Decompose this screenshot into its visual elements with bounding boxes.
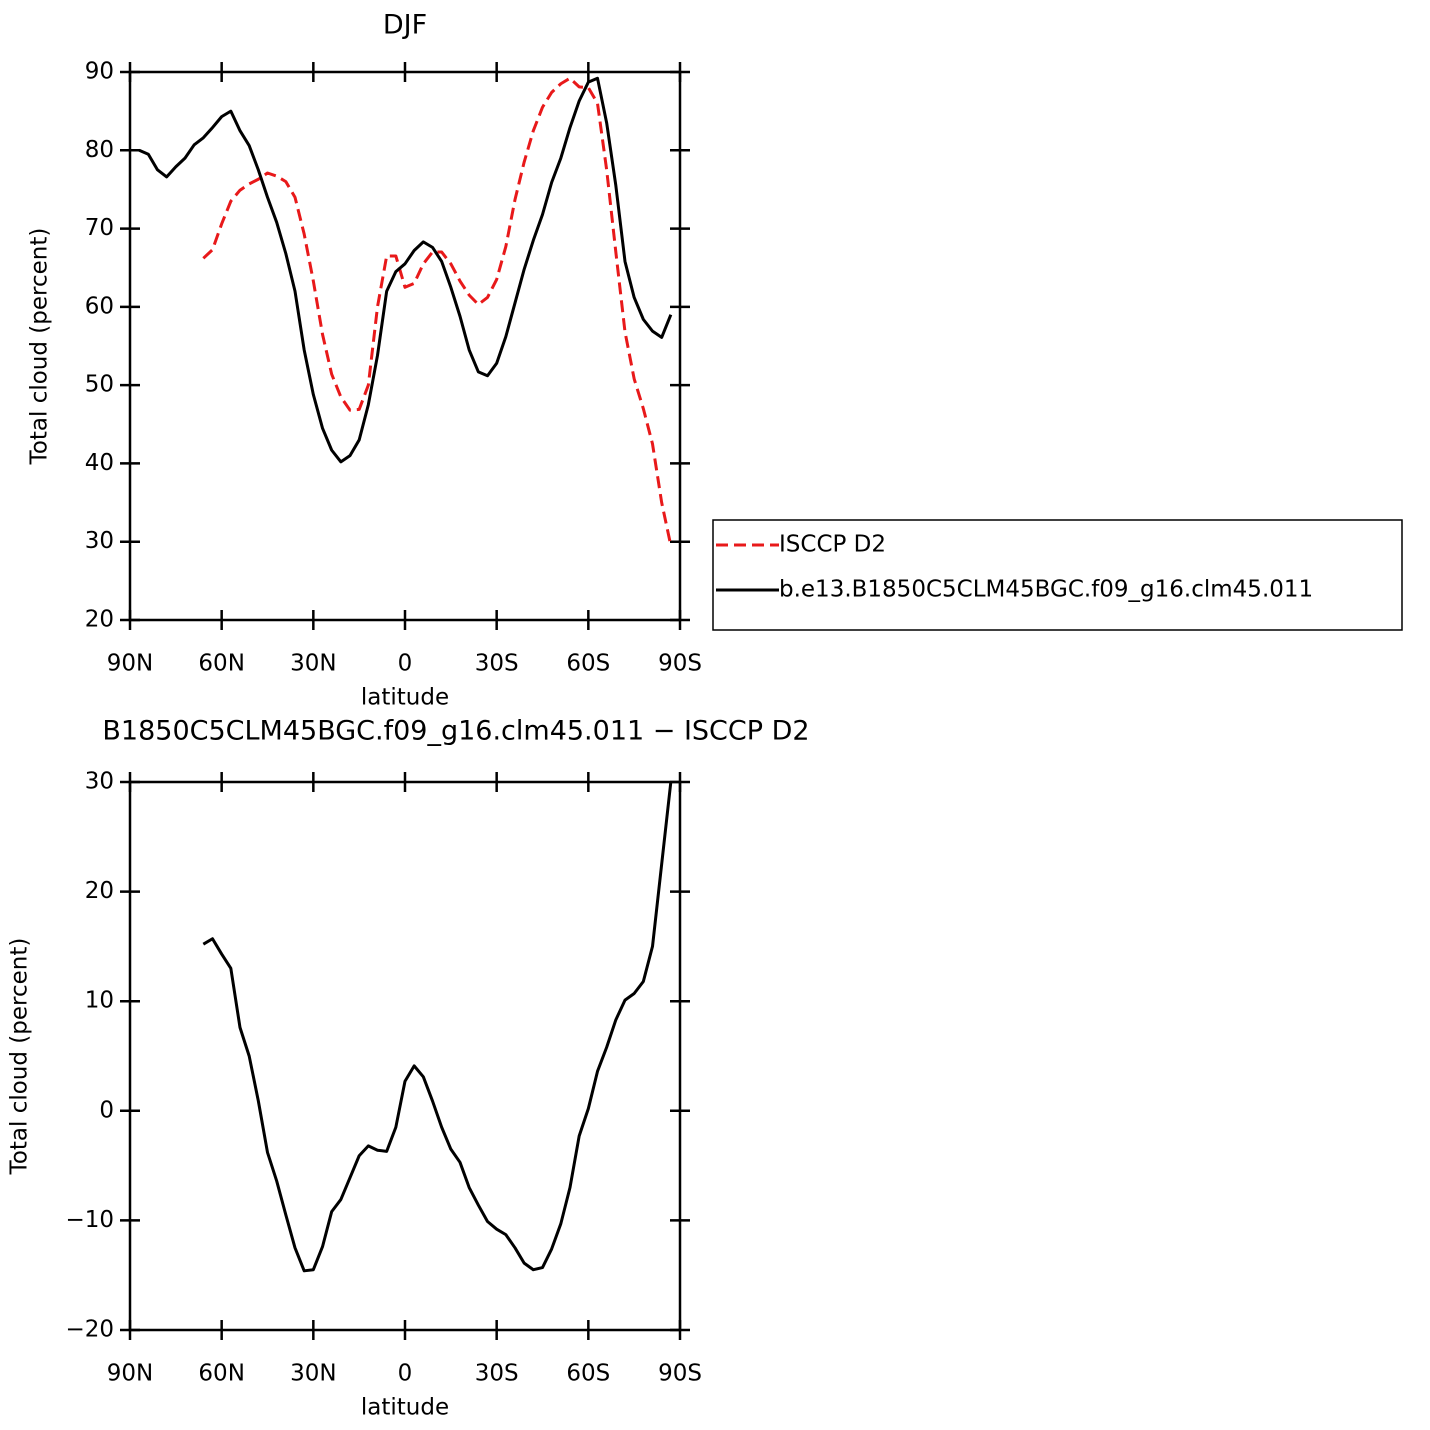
data-line	[202, 781, 673, 1273]
plot-frame	[128, 780, 682, 1332]
x-tick-label: 90N	[107, 651, 153, 677]
y-tick-label: −20	[65, 1317, 114, 1343]
x-tick-label: 60S	[566, 1361, 610, 1387]
x-tick-label: 30S	[475, 1361, 519, 1387]
legend-box	[712, 519, 1403, 631]
plot-frame	[128, 70, 682, 622]
legend-label: b.e13.B1850C5CLM45BGC.f09_g16.clm45.011	[779, 577, 1313, 603]
y-tick-label: 70	[85, 215, 114, 241]
data-line	[202, 76, 673, 546]
y-tick-label: 50	[85, 372, 114, 398]
x-tick-label: 60N	[198, 651, 244, 677]
x-tick-label: 90S	[658, 651, 702, 677]
y-axis-label: Total cloud (percent)	[7, 938, 33, 1176]
legend-label: ISCCP D2	[779, 532, 886, 558]
x-tick-label: 30N	[290, 1361, 336, 1387]
data-line	[138, 76, 673, 464]
y-tick-label: 30	[85, 769, 114, 795]
y-tick-label: 90	[85, 59, 114, 85]
x-tick-label: 30N	[290, 651, 336, 677]
x-tick-label: 90S	[658, 1361, 702, 1387]
y-tick-label: 20	[85, 607, 114, 633]
y-tick-label: 30	[85, 528, 114, 554]
y-tick-label: 20	[85, 878, 114, 904]
y-axis-label: Total cloud (percent)	[27, 228, 53, 466]
x-tick-label: 0	[398, 651, 413, 677]
x-tick-label: 60S	[566, 651, 610, 677]
y-tick-label: 40	[85, 450, 114, 476]
chart-title: B1850C5CLM45BGC.f09_g16.clm45.011 − ISCC…	[102, 716, 809, 747]
y-tick-label: −10	[65, 1207, 114, 1233]
y-tick-label: 80	[85, 137, 114, 163]
x-tick-label: 90N	[107, 1361, 153, 1387]
y-tick-label: 0	[99, 1097, 114, 1123]
x-axis-label: latitude	[361, 685, 449, 711]
x-tick-label: 60N	[198, 1361, 244, 1387]
y-tick-label: 10	[85, 988, 114, 1014]
y-tick-label: 60	[85, 293, 114, 319]
x-tick-label: 30S	[475, 651, 519, 677]
x-axis-label: latitude	[361, 1395, 449, 1421]
x-tick-label: 0	[398, 1361, 413, 1387]
chart-title: DJF	[383, 10, 427, 41]
